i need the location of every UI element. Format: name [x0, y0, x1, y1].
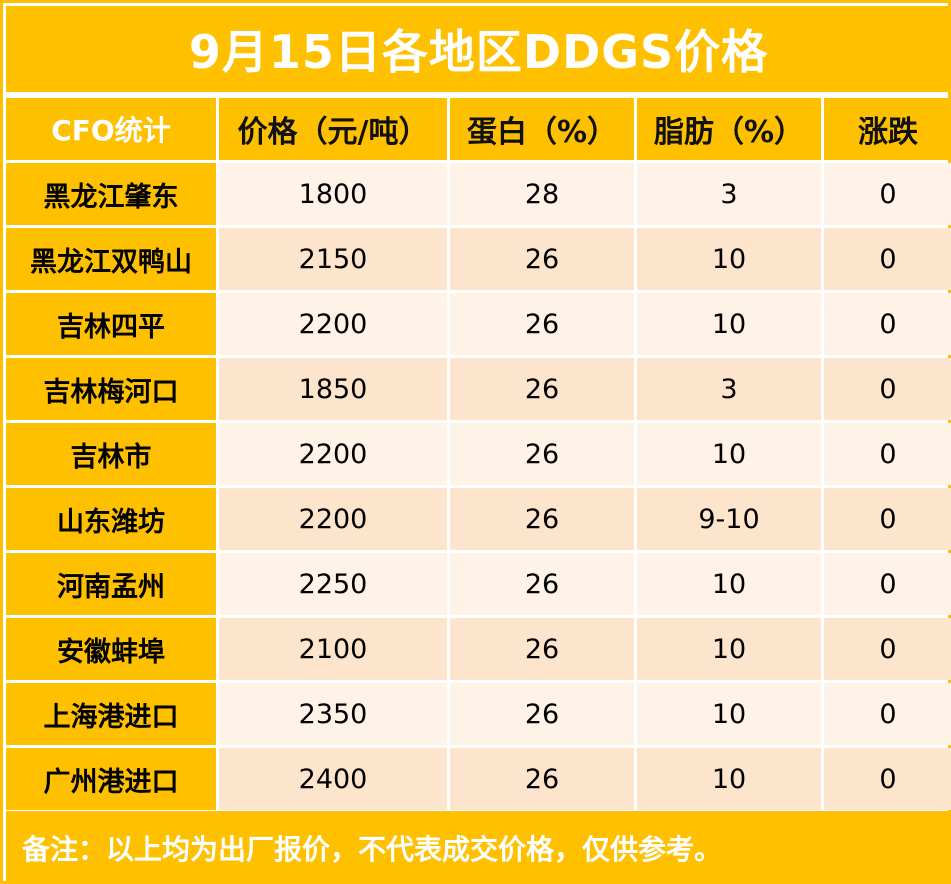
- table-row: 山东潍坊 2200 26 9-10 0: [6, 488, 951, 550]
- region-cell: 黑龙江双鸭山: [6, 228, 216, 290]
- price-cell: 2400: [219, 748, 447, 810]
- page-title: 9月15日各地区DDGS价格: [6, 6, 951, 92]
- change-cell: 0: [824, 748, 951, 810]
- fat-cell: 3: [637, 358, 821, 420]
- protein-cell: 26: [450, 618, 634, 680]
- protein-cell: 26: [450, 553, 634, 615]
- fat-cell: 3: [637, 163, 821, 225]
- table-row: 安徽蚌埠 2100 26 10 0: [6, 618, 951, 680]
- fat-cell: 10: [637, 618, 821, 680]
- change-cell: 0: [824, 423, 951, 485]
- header-protein: 蛋白（%）: [450, 98, 634, 160]
- region-cell: 上海港进口: [6, 683, 216, 745]
- fat-cell: 10: [637, 228, 821, 290]
- change-cell: 0: [824, 228, 951, 290]
- price-cell: 2100: [219, 618, 447, 680]
- table-row: 河南孟州 2250 26 10 0: [6, 553, 951, 615]
- fat-cell: 10: [637, 683, 821, 745]
- region-cell: 河南孟州: [6, 553, 216, 615]
- protein-cell: 28: [450, 163, 634, 225]
- table-row: 上海港进口 2350 26 10 0: [6, 683, 951, 745]
- price-cell: 2250: [219, 553, 447, 615]
- price-cell: 2200: [219, 488, 447, 550]
- region-cell: 广州港进口: [6, 748, 216, 810]
- price-cell: 2200: [219, 423, 447, 485]
- price-cell: 2150: [219, 228, 447, 290]
- table-row: 吉林四平 2200 26 10 0: [6, 293, 951, 355]
- header-price: 价格（元/吨）: [219, 98, 447, 160]
- price-cell: 1850: [219, 358, 447, 420]
- table-row: 黑龙江肇东 1800 28 3 0: [6, 163, 951, 225]
- change-cell: 0: [824, 358, 951, 420]
- protein-cell: 26: [450, 748, 634, 810]
- change-cell: 0: [824, 553, 951, 615]
- change-cell: 0: [824, 163, 951, 225]
- change-cell: 0: [824, 293, 951, 355]
- protein-cell: 26: [450, 683, 634, 745]
- header-change: 涨跌: [824, 98, 951, 160]
- table-header-row: CFO统计 价格（元/吨） 蛋白（%） 脂肪（%） 涨跌: [6, 98, 951, 160]
- region-cell: 山东潍坊: [6, 488, 216, 550]
- fat-cell: 9-10: [637, 488, 821, 550]
- protein-cell: 26: [450, 423, 634, 485]
- protein-cell: 26: [450, 488, 634, 550]
- protein-cell: 26: [450, 358, 634, 420]
- fat-cell: 10: [637, 423, 821, 485]
- region-cell: 吉林四平: [6, 293, 216, 355]
- price-table: CFO统计 价格（元/吨） 蛋白（%） 脂肪（%） 涨跌 黑龙江肇东 1800 28…: [3, 95, 951, 813]
- table-row: 吉林梅河口 1850 26 3 0: [6, 358, 951, 420]
- price-cell: 2200: [219, 293, 447, 355]
- header-fat: 脂肪（%）: [637, 98, 821, 160]
- region-cell: 黑龙江肇东: [6, 163, 216, 225]
- region-cell: 吉林梅河口: [6, 358, 216, 420]
- fat-cell: 10: [637, 293, 821, 355]
- fat-cell: 10: [637, 748, 821, 810]
- change-cell: 0: [824, 683, 951, 745]
- region-cell: 吉林市: [6, 423, 216, 485]
- table-row: 广州港进口 2400 26 10 0: [6, 748, 951, 810]
- price-cell: 1800: [219, 163, 447, 225]
- table-row: 吉林市 2200 26 10 0: [6, 423, 951, 485]
- fat-cell: 10: [637, 553, 821, 615]
- protein-cell: 26: [450, 293, 634, 355]
- protein-cell: 26: [450, 228, 634, 290]
- change-cell: 0: [824, 488, 951, 550]
- header-stat-label: CFO统计: [6, 98, 216, 160]
- change-cell: 0: [824, 618, 951, 680]
- price-cell: 2350: [219, 683, 447, 745]
- table-row: 黑龙江双鸭山 2150 26 10 0: [6, 228, 951, 290]
- region-cell: 安徽蚌埠: [6, 618, 216, 680]
- footer-note: 备注：以上均为出厂报价，不代表成交价格，仅供参考。: [6, 811, 951, 884]
